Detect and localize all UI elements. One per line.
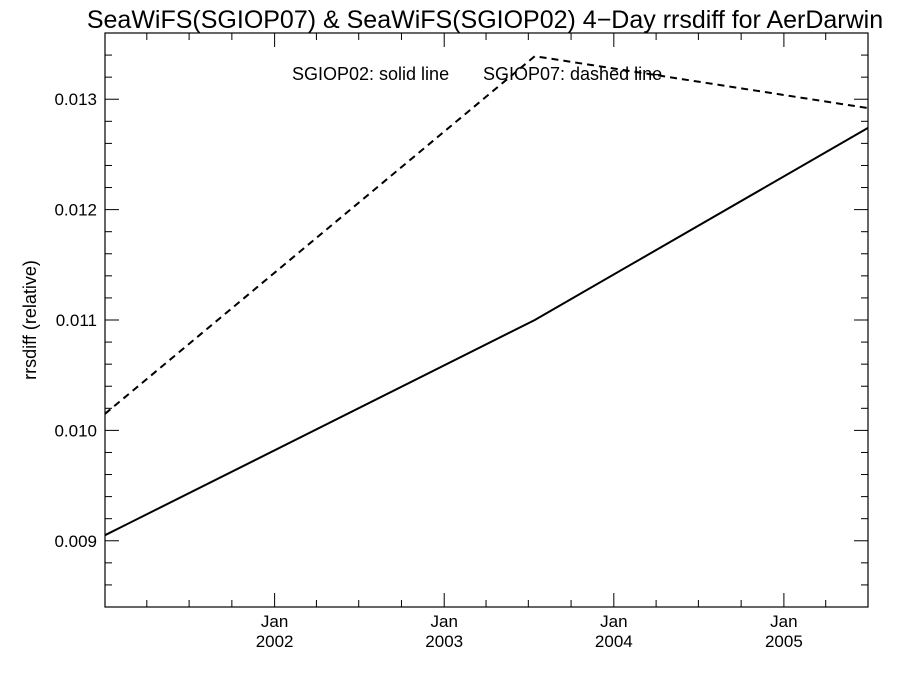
y-tick-label: 0.011 xyxy=(56,311,97,330)
x-tick-month-label: Jan xyxy=(600,612,627,631)
legend-dashed: SGIOP07: dashed line xyxy=(483,64,662,84)
series-group xyxy=(104,55,869,537)
plot-area xyxy=(104,32,869,608)
x-tick-year-label: 2003 xyxy=(425,632,463,651)
chart-title: SeaWiFS(SGIOP07) & SeaWiFS(SGIOP02) 4−Da… xyxy=(87,6,883,34)
x-tick-year-label: 2004 xyxy=(595,632,633,651)
x-tick-month-label: Jan xyxy=(431,612,458,631)
x-tick-year-label: 2005 xyxy=(765,632,803,651)
x-tick-month-label: Jan xyxy=(261,612,288,631)
legend-solid: SGIOP02: solid line xyxy=(292,64,449,84)
y-axis-label: rrsdiff (relative) xyxy=(20,260,40,380)
series-line-sgiop02 xyxy=(104,127,869,537)
series-line-sgiop07 xyxy=(104,55,869,415)
x-tick-year-label: 2002 xyxy=(256,632,294,651)
x-tick-month-label: Jan xyxy=(770,612,797,631)
y-tick-label: 0.013 xyxy=(54,90,97,109)
y-axis: 0.009 0.010 0.011 0.012 0.013 xyxy=(54,32,868,608)
y-tick-label: 0.010 xyxy=(54,421,97,440)
y-tick-label: 0.009 xyxy=(54,532,97,551)
y-tick-label: 0.012 xyxy=(54,201,97,220)
